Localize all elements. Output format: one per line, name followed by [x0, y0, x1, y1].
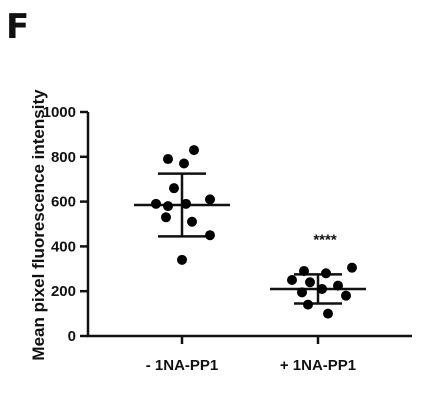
y-tick-label: 200 [51, 283, 76, 300]
data-point [323, 308, 333, 319]
data-point [305, 277, 315, 288]
data-point [177, 254, 187, 265]
group-1: **** [270, 231, 366, 319]
data-groups: **** [134, 145, 366, 319]
data-point [163, 201, 173, 212]
data-point [189, 145, 199, 156]
data-point [179, 158, 189, 169]
data-point [205, 194, 215, 205]
y-ticks: 0 200 400 600 800 1000 [43, 104, 88, 345]
x-tick-label: + 1NA-PP1 [280, 357, 356, 374]
y-tick-label: 0 [68, 328, 76, 345]
data-point [151, 198, 161, 209]
y-tick-label: 1000 [43, 104, 76, 121]
data-point [321, 268, 331, 279]
significance-label: **** [313, 231, 337, 248]
data-point [303, 299, 313, 310]
data-point [181, 198, 191, 209]
data-point [347, 262, 357, 273]
y-tick-label: 600 [51, 194, 76, 211]
data-point [299, 266, 309, 277]
data-point [169, 183, 179, 194]
y-tick-label: 400 [51, 238, 76, 255]
data-point [287, 275, 297, 285]
data-point [163, 154, 173, 165]
group-0 [134, 145, 230, 265]
data-point [333, 280, 343, 291]
data-point [297, 287, 307, 298]
data-point [341, 290, 351, 301]
y-axis-label: Mean pixel fluorescence intensity [29, 89, 48, 361]
y-tick-label: 800 [51, 149, 76, 166]
x-tick-label: - 1NA-PP1 [146, 357, 219, 374]
panel-label: F [6, 7, 29, 47]
data-point [161, 212, 171, 223]
x-ticks: - 1NA-PP1 + 1NA-PP1 [146, 336, 356, 374]
data-point [317, 283, 327, 294]
data-point [205, 230, 215, 241]
data-point [187, 216, 197, 227]
